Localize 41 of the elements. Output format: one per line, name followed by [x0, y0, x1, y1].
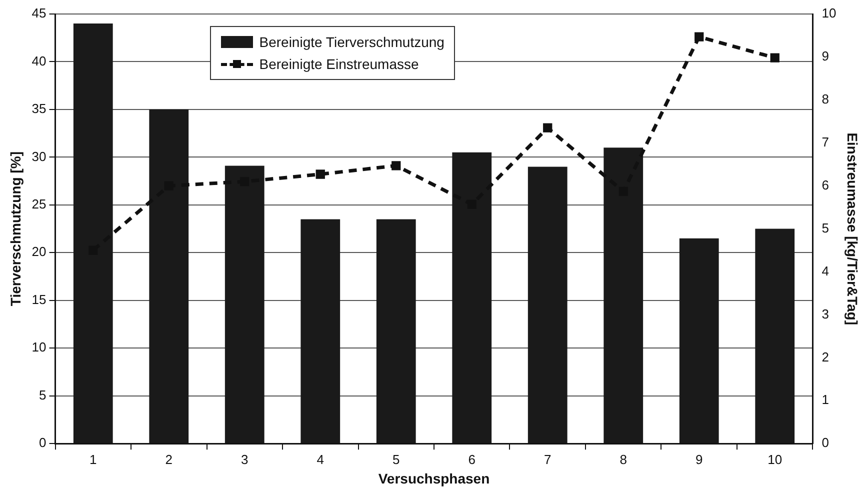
x-tick-label: 9	[696, 452, 703, 467]
y-tick-label: 15	[32, 292, 46, 307]
y2-tick-label: 0	[822, 435, 829, 450]
y-tick-label: 5	[39, 387, 46, 402]
y2-tick-label: 8	[822, 92, 829, 106]
y2-axis-title: Einstreumasse [kg/Tier&Tag]	[844, 132, 861, 326]
x-tick-label: 3	[241, 452, 248, 467]
x-tick-label: 4	[316, 452, 324, 467]
point	[543, 123, 552, 132]
y2-tick-label: 5	[822, 220, 829, 236]
point	[392, 161, 401, 170]
x-tick-label: 10	[768, 452, 782, 467]
point	[694, 32, 704, 42]
y-tick-label: 10	[32, 340, 46, 355]
legend-label: Bereinigte Tierverschmutzung	[259, 34, 444, 50]
x-tick-label: 8	[620, 452, 627, 467]
y2-tick-label: 10	[822, 6, 836, 21]
y-tick-label: 35	[32, 101, 46, 116]
y2-tick-label: 7	[822, 134, 829, 150]
x-tick-label: 5	[392, 452, 400, 467]
x-tick-label: 2	[165, 452, 172, 467]
y2-tick-label: 2	[822, 349, 829, 364]
y-tick-label: 45	[32, 6, 46, 21]
y2-tick-label: 3	[822, 306, 829, 322]
y-axis-title: Tierverschmutzung [%]	[7, 152, 24, 306]
y2-tick-label: 4	[822, 263, 829, 278]
y-tick-label: 25	[32, 196, 46, 212]
y2-tick-label: 9	[822, 48, 829, 64]
y2-tick-label: 6	[822, 177, 829, 192]
y-tick-label: 0	[39, 435, 46, 450]
point	[316, 170, 325, 179]
y-tick-label: 40	[32, 53, 46, 68]
point	[770, 53, 780, 62]
y-tick-label: 20	[32, 244, 46, 260]
legend-label: Bereinigte Einstreumasse	[259, 56, 419, 72]
x-tick-label: 6	[468, 452, 476, 467]
y-tick-label: 30	[32, 148, 46, 164]
x-tick-label: 1	[90, 452, 97, 467]
x-tick-label: 7	[544, 452, 552, 467]
x-axis-title: Versuchsphasen	[378, 470, 490, 486]
y2-tick-label: 1	[822, 392, 829, 408]
